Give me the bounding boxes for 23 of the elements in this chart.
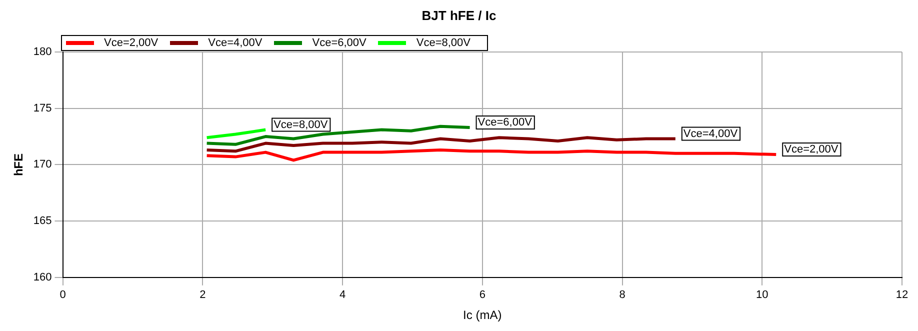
legend-label: Vce=2,00V — [103, 37, 158, 49]
x-tick-label: 0 — [60, 289, 66, 302]
y-tick-label: 165 — [33, 215, 52, 228]
legend-label: Vce=6,00V — [311, 37, 366, 49]
y-tick-label: 160 — [33, 271, 52, 284]
x-tick-label: 6 — [479, 289, 486, 302]
x-tick-label: 10 — [756, 289, 768, 302]
y-axis-title: hFE — [12, 153, 26, 176]
chart-title: BJT hFE / Ic — [420, 8, 498, 23]
y-tick-label: 175 — [33, 102, 52, 114]
x-tick-label: 8 — [619, 289, 626, 302]
y-tick-label: 180 — [33, 46, 52, 58]
annotation: Vce=8,00V — [274, 118, 328, 131]
annotation: Vce=2,00V — [784, 144, 839, 156]
legend-label: Vce=8,00V — [415, 37, 470, 49]
y-tick-label: 170 — [33, 158, 52, 171]
x-tick-label: 4 — [339, 289, 346, 302]
x-tick-label: 2 — [200, 289, 206, 302]
legend-label: Vce=4,00V — [207, 37, 262, 49]
x-axis-title: Ic (mA) — [463, 308, 502, 322]
annotation: Vce=6,00V — [478, 116, 533, 129]
x-tick-label: 12 — [896, 289, 908, 302]
annotation: Vce=4,00V — [683, 128, 738, 140]
